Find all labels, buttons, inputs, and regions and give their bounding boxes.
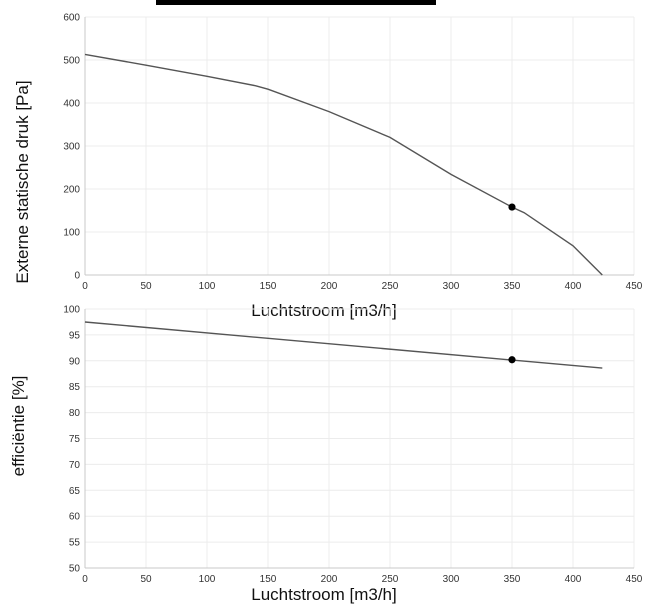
- pressure-chart-x-axis-title: Luchtstroom [m3/h]: [251, 301, 397, 320]
- efficiency-chart-y-tick-label: 75: [69, 434, 81, 445]
- efficiency-chart-y-tick-label: 60: [69, 512, 81, 523]
- efficiency-chart-panel: 0 50 100 150 200 250 300 350 400 4505055606570758…: [9, 305, 643, 605]
- pressure-chart-x-tick-label: 400: [565, 281, 582, 292]
- pressure-chart-y-tick-label: 0: [74, 271, 80, 282]
- efficiency-chart-x-tick-label: 300: [443, 574, 460, 585]
- efficiency-chart-x-tick-label: 50: [140, 574, 152, 585]
- pressure-chart-x-tick-label: 100: [199, 281, 216, 292]
- efficiency-chart-x-tick-label: 400: [565, 574, 582, 585]
- pressure-chart-x-tick-label: 350: [504, 281, 521, 292]
- pressure-chart-series: [84, 53, 603, 276]
- pressure-chart-y-tick-label: 500: [63, 56, 80, 67]
- efficiency-chart-y-tick-label: 100: [63, 305, 80, 316]
- efficiency-chart-y-tick-label: 80: [69, 408, 81, 419]
- efficiency-chart-y-tick-label: 50: [69, 564, 81, 575]
- pressure-chart-x-tick-label: 250: [382, 281, 399, 292]
- efficiency-chart-y-tick-label: 65: [69, 486, 81, 497]
- pressure-chart-grid: [85, 16, 635, 275]
- efficiency-chart-x-tick-label: 150: [260, 574, 277, 585]
- pressure-chart-operating-point-marker: [508, 203, 516, 211]
- pressure-chart-x-tick-label: 200: [321, 281, 338, 292]
- efficiency-chart-y-tick-label: 85: [69, 382, 81, 393]
- efficiency-chart-tick-labels: 0 50 100 150 200 250 300 350 400 4505055606570758…: [63, 305, 642, 586]
- pressure-chart-y-tick-label: 600: [63, 13, 80, 24]
- header-bar: [156, 0, 436, 5]
- pressure-chart-x-tick-label: 0: [82, 281, 88, 292]
- pressure-chart-y-tick-label: 300: [63, 142, 80, 153]
- efficiency-chart-operating-point-marker: [508, 356, 516, 364]
- pressure-chart-x-tick-label: 450: [626, 281, 643, 292]
- pressure-chart-y-tick-label: 100: [63, 228, 80, 239]
- pressure-chart-y-tick-label: 200: [63, 185, 80, 196]
- efficiency-chart-x-tick-label: 0: [82, 574, 88, 585]
- efficiency-chart-grid: [85, 308, 635, 568]
- efficiency-chart-x-tick-label: 450: [626, 574, 643, 585]
- pressure-chart-x-tick-label: 50: [140, 281, 152, 292]
- efficiency-chart-y-tick-label: 90: [69, 356, 81, 367]
- efficiency-chart-axes: [84, 309, 634, 569]
- efficiency-chart-curve-line: [84, 321, 603, 369]
- efficiency-chart-x-axis-title: Luchtstroom [m3/h]: [251, 585, 397, 604]
- pressure-chart-y-axis-title: Externe statische druk [Pa]: [13, 80, 32, 283]
- efficiency-chart-y-axis-title: efficiëntie [%]: [9, 376, 28, 477]
- pressure-chart-x-tick-label: 150: [260, 281, 277, 292]
- efficiency-chart-y-tick-label: 70: [69, 460, 81, 471]
- pressure-chart-axes: [84, 17, 634, 276]
- pressure-chart-tick-labels: 0 50 100 150 200 250 300 350 400 450 0 100 200 300 400…: [63, 13, 642, 293]
- pressure-chart-y-tick-label: 400: [63, 99, 80, 110]
- efficiency-chart-x-tick-label: 350: [504, 574, 521, 585]
- efficiency-chart-y-tick-label: 95: [69, 330, 81, 341]
- efficiency-chart-x-tick-label: 250: [382, 574, 399, 585]
- pressure-chart-x-tick-label: 300: [443, 281, 460, 292]
- pressure-chart-panel: 0 50 100 150 200 250 300 350 400 450 0 100 200 300 400…: [13, 13, 643, 321]
- efficiency-chart-x-tick-label: 200: [321, 574, 338, 585]
- pressure-chart-curve-line: [84, 53, 603, 276]
- efficiency-chart-series: [84, 321, 603, 369]
- efficiency-chart-y-tick-label: 55: [69, 538, 81, 549]
- efficiency-chart-x-tick-label: 100: [199, 574, 216, 585]
